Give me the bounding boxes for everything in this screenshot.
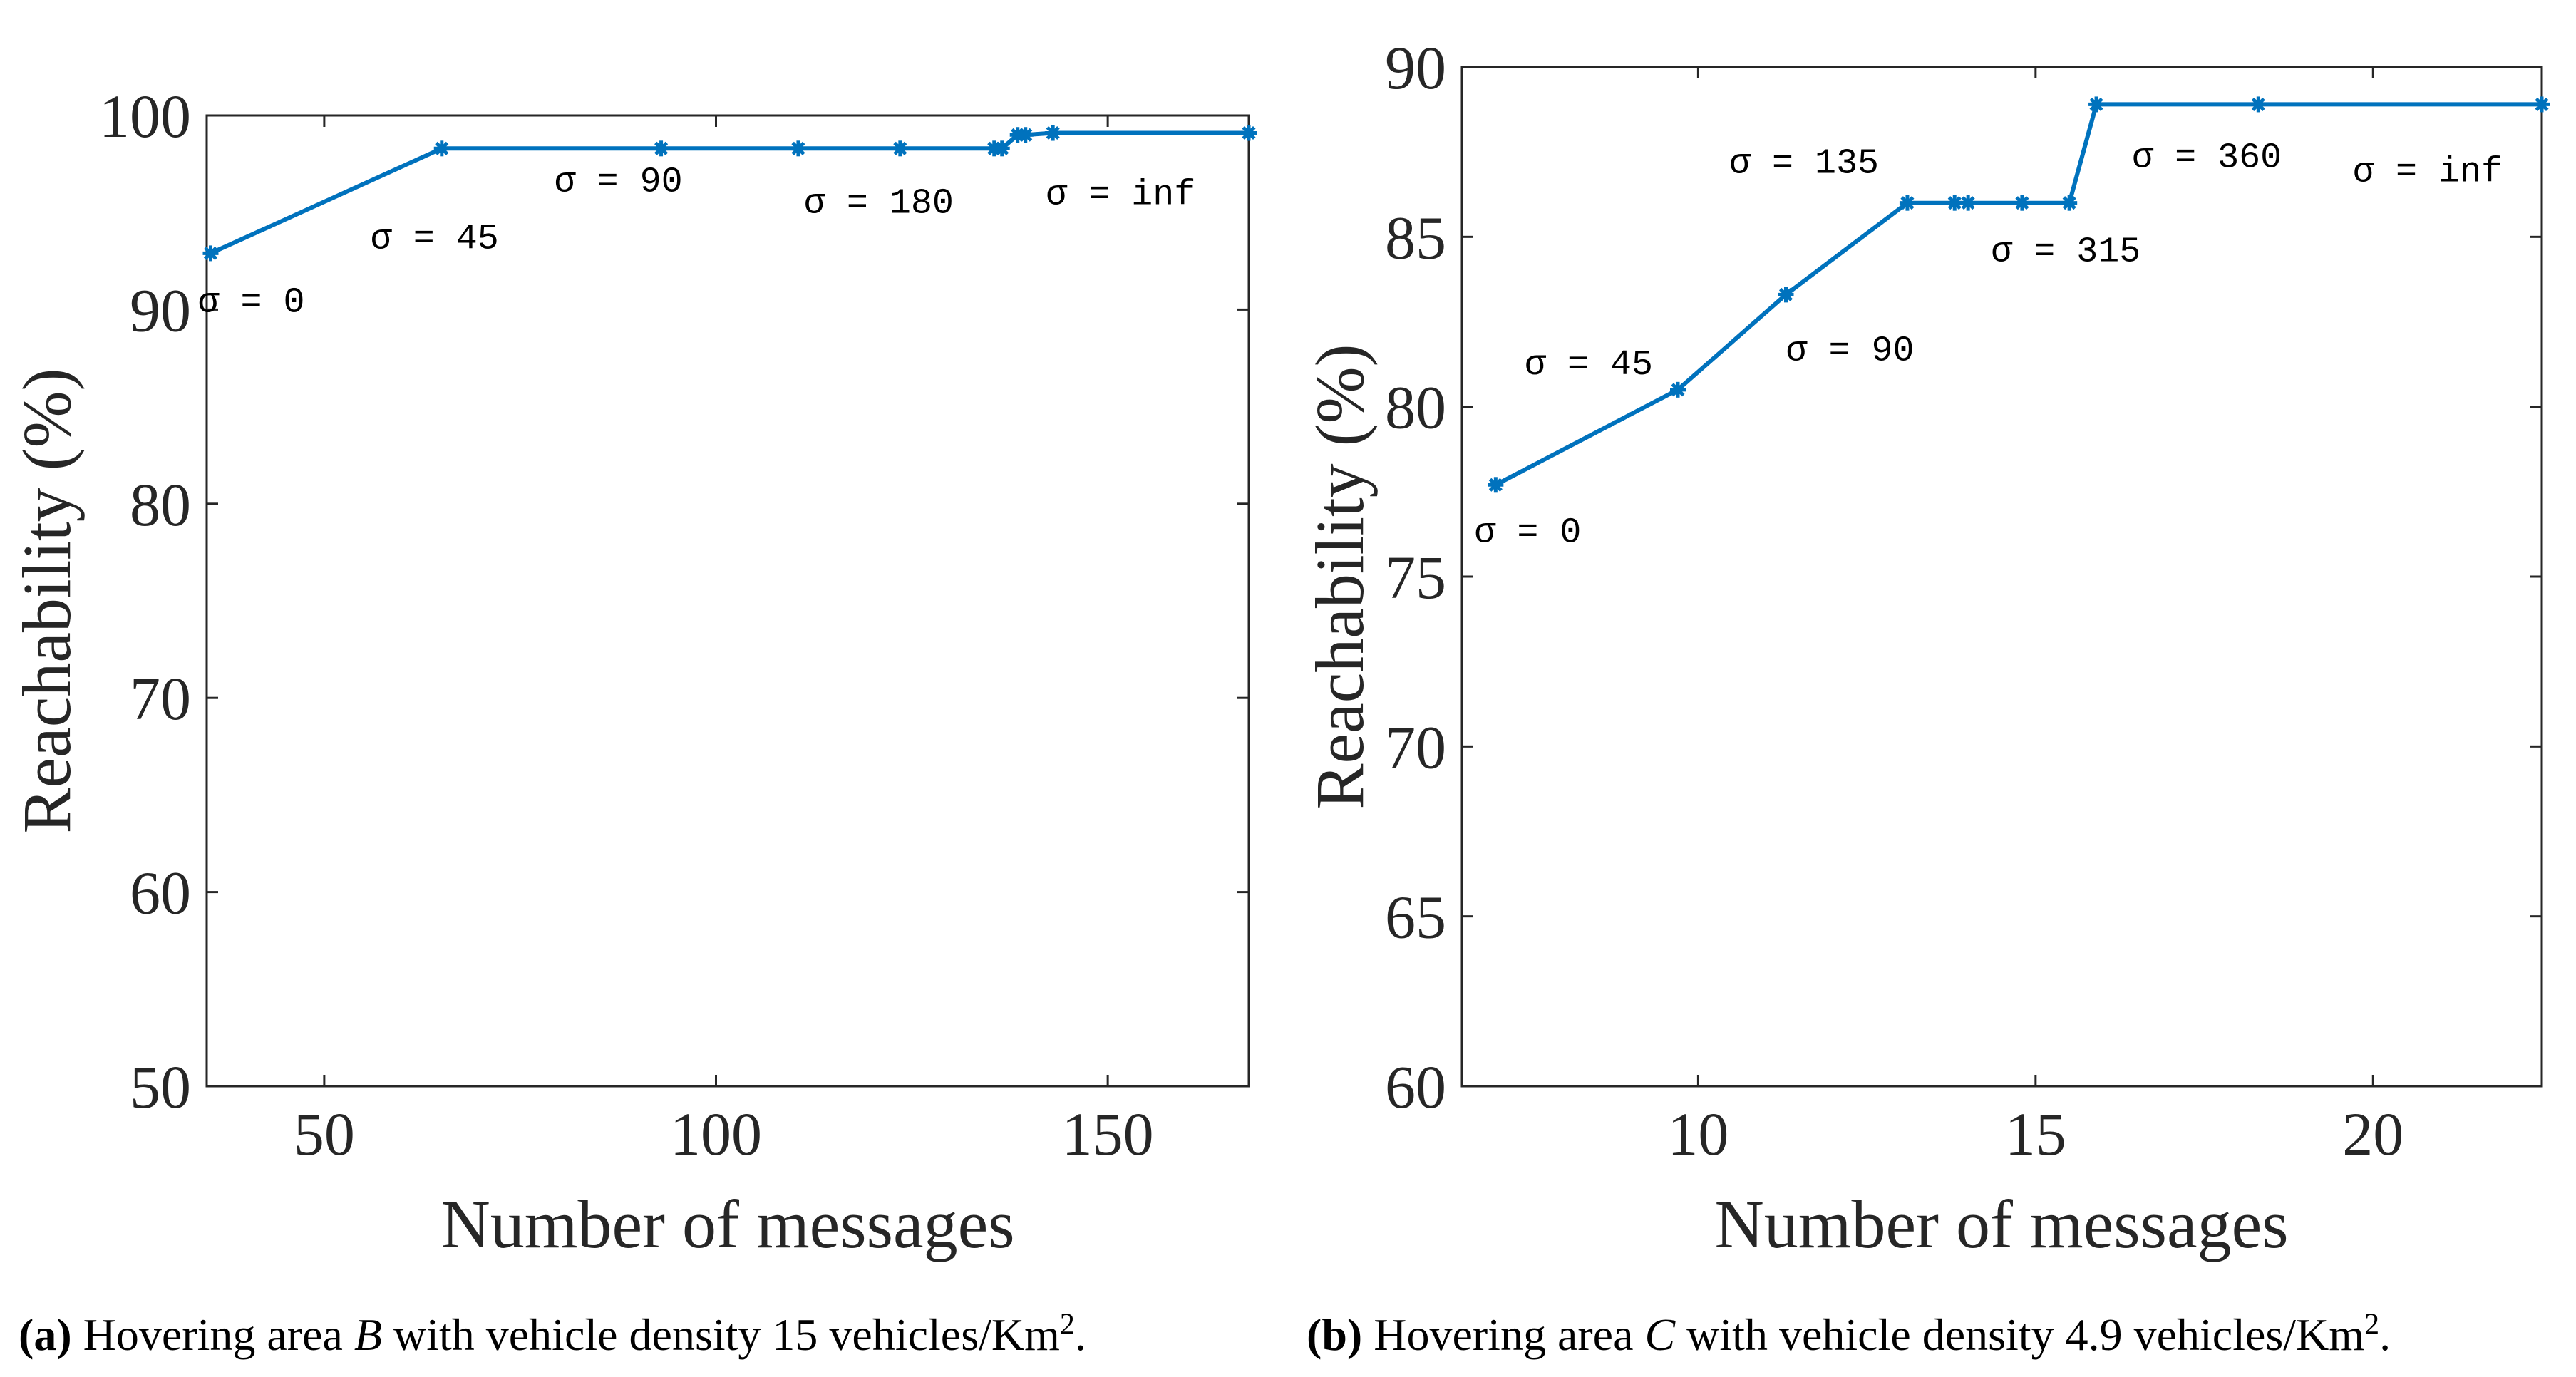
x-tick-label: 15 <box>2005 1100 2066 1168</box>
data-point <box>994 140 1010 157</box>
caption-b: (b) Hovering area C with vehicle density… <box>1307 1309 2391 1361</box>
caption-b-text-after: with vehicle density 4.9 vehicles/Km <box>1686 1309 2365 1360</box>
caption-b-end: . <box>2379 1309 2391 1360</box>
plot-frame-b <box>1460 66 2543 1088</box>
x-tick-label: 10 <box>1667 1100 1729 1168</box>
data-point <box>1947 195 1963 211</box>
caption-a-text-after: with vehicle density 15 vehicles/Km <box>393 1309 1060 1360</box>
y-tick-label: 65 <box>1385 883 1446 951</box>
y-tick-label: 100 <box>99 82 191 150</box>
x-ticks-b: 10 15 20 <box>1667 67 2404 1168</box>
data-point <box>1960 195 1977 211</box>
sigma-annotation: σ = 0 <box>1474 512 1581 553</box>
series-a <box>202 125 1257 262</box>
sigma-annotation: σ = inf <box>2353 152 2503 192</box>
caption-a-area: B <box>354 1309 382 1360</box>
x-tick-label: 150 <box>1062 1100 1154 1168</box>
data-point <box>202 245 219 262</box>
x-tick-label: 100 <box>670 1100 762 1168</box>
y-tick-label: 80 <box>1385 373 1446 442</box>
series-b <box>1488 96 2550 493</box>
caption-a-label: (a) <box>19 1309 72 1360</box>
y-tick-label: 90 <box>130 276 191 344</box>
y-tick-label: 75 <box>1385 543 1446 612</box>
data-point <box>2061 195 2078 211</box>
x-tick-label: 50 <box>294 1100 355 1168</box>
data-point <box>790 140 806 157</box>
data-point <box>2014 195 2030 211</box>
sigma-annotation: σ = 0 <box>197 282 304 323</box>
x-tick-label: 20 <box>2342 1100 2404 1168</box>
sigma-annotation: σ = 135 <box>1729 144 1879 185</box>
y-axis-label-b: Reachability (%) <box>1302 344 1378 809</box>
sigma-annotation: σ = 45 <box>371 219 499 259</box>
caption-a-text-before: Hovering area <box>83 1309 343 1360</box>
data-point <box>2088 96 2105 113</box>
data-point <box>653 140 669 157</box>
sigma-annotation: σ = 360 <box>2132 138 2282 178</box>
y-axis-label-a: Reachability (%) <box>9 368 85 833</box>
annotations-b: σ = 0 σ = 45 σ = 90 σ = 135 σ = 315 σ = 360 σ … <box>1474 138 2503 553</box>
y-tick-label: 60 <box>1385 1053 1446 1121</box>
y-tick-label: 70 <box>1385 713 1446 781</box>
sigma-annotation: σ = inf <box>1046 175 1195 216</box>
caption-a-end: . <box>1074 1309 1086 1360</box>
caption-b-area: C <box>1644 1309 1676 1360</box>
data-point <box>1241 125 1257 141</box>
y-tick-label: 50 <box>130 1053 191 1121</box>
sigma-annotation: σ = 90 <box>1786 331 1915 371</box>
y-tick-label: 60 <box>130 859 191 927</box>
sigma-annotation: σ = 90 <box>555 162 683 202</box>
caption-b-label: (b) <box>1307 1309 1363 1360</box>
x-ticks-a: 50 100 150 <box>294 115 1154 1168</box>
chart-a: 50 60 70 80 90 100 50 100 150 σ = 0 σ = 45 σ = 90… <box>9 82 1257 1262</box>
data-point <box>433 140 450 157</box>
data-point <box>1778 287 1794 303</box>
data-point <box>892 140 908 157</box>
y-ticks-a: 50 60 70 80 90 100 <box>99 82 1249 1121</box>
data-point <box>1017 127 1034 143</box>
caption-a-superscript: 2 <box>1059 1308 1075 1341</box>
caption-a: (a) Hovering area B with vehicle density… <box>19 1309 1086 1361</box>
caption-b-text-before: Hovering area <box>1374 1309 1634 1360</box>
caption-b-superscript: 2 <box>2364 1308 2380 1341</box>
annotations-a: σ = 0 σ = 45 σ = 90 σ = 180 σ = inf <box>197 162 1195 323</box>
y-tick-label: 70 <box>130 664 191 733</box>
y-tick-label: 85 <box>1385 203 1446 272</box>
y-tick-label: 90 <box>1385 33 1446 102</box>
sigma-annotation: σ = 45 <box>1525 345 1653 386</box>
x-axis-label-a: Number of messages <box>441 1186 1014 1262</box>
data-point <box>2534 96 2550 113</box>
data-point <box>1488 477 1504 493</box>
sigma-annotation: σ = 180 <box>804 183 954 224</box>
x-axis-label-b: Number of messages <box>1714 1186 2288 1262</box>
y-tick-label: 80 <box>130 470 191 539</box>
data-point <box>1899 195 1915 211</box>
data-point <box>1670 381 1686 398</box>
y-ticks-b: 60 65 70 75 80 85 90 <box>1385 33 2542 1121</box>
data-point <box>1045 125 1061 141</box>
plot-frame-a <box>205 114 1250 1088</box>
data-point <box>2250 96 2267 113</box>
sigma-annotation: σ = 315 <box>1991 232 2140 273</box>
